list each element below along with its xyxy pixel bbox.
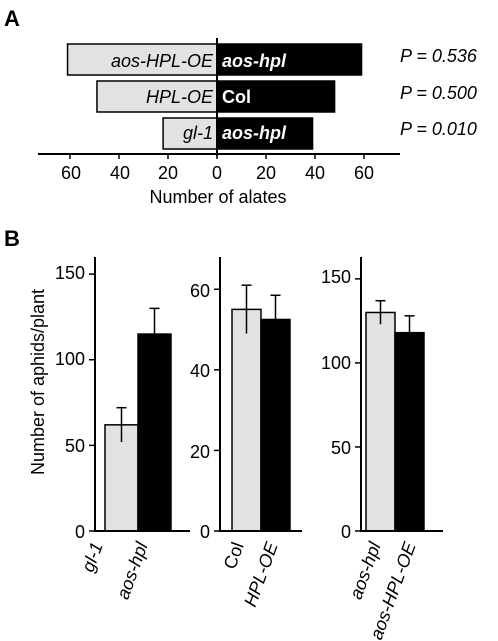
- bar-label-right-3: aos-hpl: [222, 123, 287, 143]
- plot-1-tick-label: 150: [55, 263, 85, 283]
- plot-1: 0 50 100 150 gl-1 aos-hpl: [55, 257, 190, 602]
- plot-3-category-label: aos-hpl: [346, 539, 385, 602]
- a-tick-label: 40: [110, 163, 130, 183]
- a-tick-label: 20: [256, 163, 276, 183]
- plot-3-bar-2: [394, 331, 425, 532]
- plot-3-tick-label: 150: [321, 267, 351, 287]
- plot-2-tick-label: 40: [190, 361, 210, 381]
- bar-label-right-2: Col: [222, 87, 251, 107]
- panel-a-x-axis-title: Number of alates: [149, 187, 286, 207]
- plot-2-bar-2: [260, 318, 291, 532]
- plot-3-tick-label: 50: [331, 438, 351, 458]
- plot-1-tick-label: 0: [75, 522, 85, 542]
- bar-label-left-1: aos-HPL-OE: [111, 51, 214, 71]
- a-tick-label: 40: [305, 163, 325, 183]
- plot-3: 0 50 100 150 aos-hpl aos-HPL-OE: [321, 257, 443, 641]
- plot-1-bars: [89, 273, 172, 532]
- bar-label-left-2: HPL-OE: [146, 87, 214, 107]
- p-value-2: P = 0.500: [400, 83, 477, 103]
- panel-a-label: A: [4, 6, 20, 31]
- plot-1-bar-2: [137, 333, 172, 532]
- plot-1-tick-label: 50: [65, 436, 85, 456]
- plot-1-bar-1: [104, 424, 139, 532]
- panel-a-bars: [66, 43, 365, 159]
- plot-2-tick-label: 0: [200, 522, 210, 542]
- panel-b-y-axis-title: Number of aphids/plant: [28, 289, 48, 475]
- a-tick-label: 0: [212, 163, 222, 183]
- plot-3-tick-label: 0: [341, 522, 351, 542]
- plot-2-category-label: Col: [220, 540, 248, 572]
- bar-label-right-1: aos-hpl: [222, 51, 287, 71]
- a-tick-label: 20: [158, 163, 178, 183]
- plot-3-bars: [355, 278, 425, 532]
- plot-1-category-label: aos-hpl: [113, 539, 152, 602]
- p-value-1: P = 0.536: [400, 46, 478, 66]
- plot-2-tick-label: 60: [190, 281, 210, 301]
- alate-bar-right-1: [216, 43, 363, 76]
- plot-2: 0 20 40 60 Col HPL-OE: [190, 257, 302, 609]
- plot-3-bar-1: [365, 311, 396, 532]
- alate-bar-right-2: [216, 80, 336, 113]
- alate-bar-left-3: [162, 117, 218, 150]
- a-tick-label: 60: [61, 163, 81, 183]
- panel-b-label: B: [4, 226, 20, 251]
- plot-1-category-label: gl-1: [78, 540, 107, 575]
- plot-2-bar-1: [231, 308, 262, 532]
- p-value-3: P = 0.010: [400, 119, 477, 139]
- alate-bar-left-2: [96, 80, 218, 113]
- bar-label-left-3: gl-1: [183, 123, 213, 143]
- plot-2-bars: [214, 284, 291, 532]
- panel-b: B Number of aphids/plant 0 50 100 150 gl…: [4, 226, 443, 641]
- panel-a: A aos-HPL-OE aos-hpl HPL-OE Col gl-1 aos…: [4, 6, 478, 207]
- alate-bar-left-1: [66, 43, 218, 76]
- plot-1-tick-label: 100: [55, 349, 85, 369]
- plot-3-tick-label: 100: [321, 353, 351, 373]
- a-tick-label: 60: [354, 163, 374, 183]
- plot-2-tick-label: 20: [190, 442, 210, 462]
